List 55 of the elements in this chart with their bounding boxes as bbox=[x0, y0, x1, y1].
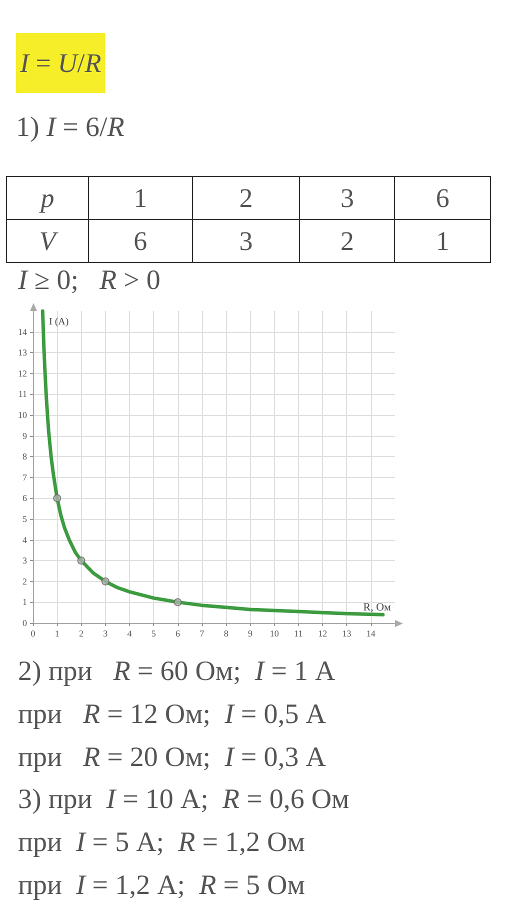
chart-title: I = U/R bbox=[16, 33, 106, 93]
x-tick-label: 13 bbox=[342, 628, 352, 638]
text: 3) при I = 10 А; R = 0,6 Ом bbox=[18, 784, 350, 816]
x-tick-label: 11 bbox=[294, 628, 303, 638]
x-tick-label: 12 bbox=[318, 628, 328, 638]
text: 6 bbox=[88, 220, 192, 262]
y-axis-title: I (A) bbox=[49, 316, 69, 328]
x-axis-title: R, Ом bbox=[363, 602, 392, 614]
point bbox=[77, 556, 86, 565]
x-tick-label: 6 bbox=[176, 628, 181, 638]
text: 1 bbox=[394, 220, 490, 262]
x-tick-label: 7 bbox=[200, 628, 205, 638]
y-tick-label: 4 bbox=[22, 534, 28, 545]
text: при R = 20 Ом; I = 0,3 А bbox=[18, 742, 326, 774]
text: 2) при R = 60 Ом; I = 1 А bbox=[18, 656, 336, 688]
x-tick-label: 0 bbox=[30, 628, 36, 638]
text: p bbox=[40, 182, 54, 212]
x-tick-label: 4 bbox=[127, 628, 132, 638]
x-tick-label: 2 bbox=[79, 628, 84, 638]
y-tick-label: 1 bbox=[22, 597, 27, 608]
text: 1 bbox=[88, 176, 192, 220]
y-tick-label: 5 bbox=[22, 514, 28, 524]
text: 2 bbox=[300, 220, 395, 262]
x-tick-label: 1 bbox=[54, 628, 60, 638]
y-tick-label: 0 bbox=[22, 618, 28, 628]
y-tick-label: 11 bbox=[18, 389, 27, 400]
chart-subtitle: 1) I = 6/R bbox=[16, 112, 124, 144]
text: при I = 1,2 А; R = 5 Ом bbox=[18, 870, 305, 902]
y-tick-label: 9 bbox=[22, 430, 28, 441]
point bbox=[174, 598, 182, 606]
text: I ≥ 0; R > 0 bbox=[18, 265, 160, 297]
x-tick-label: 9 bbox=[248, 628, 253, 638]
y-tick-label: 12 bbox=[18, 368, 27, 378]
y-tick-label: 2 bbox=[22, 576, 27, 586]
y-tick-label: 7 bbox=[22, 472, 28, 482]
point bbox=[53, 494, 62, 502]
y-tick-label: 14 bbox=[18, 326, 28, 337]
text: при R = 12 Ом; I = 0,5 А bbox=[18, 699, 326, 731]
x-tick-label: 8 bbox=[224, 628, 229, 638]
y-tick-label: 3 bbox=[22, 556, 28, 566]
x-tick-label: 14 bbox=[366, 628, 376, 638]
x-tick-label: 10 bbox=[270, 628, 280, 638]
y-tick-label: 6 bbox=[22, 493, 28, 504]
text: V bbox=[39, 226, 56, 256]
y-tick-label: 8 bbox=[22, 452, 28, 462]
text: 3 bbox=[300, 176, 395, 220]
text: при I = 5 А; R = 1,2 Ом bbox=[18, 827, 305, 859]
text: 2 bbox=[192, 176, 300, 220]
point bbox=[101, 577, 110, 586]
text: 6 bbox=[394, 176, 490, 220]
text: 3 bbox=[192, 220, 300, 262]
x-tick-label: 3 bbox=[103, 628, 108, 638]
y-tick-label: 13 bbox=[18, 348, 28, 358]
y-tick-label: 10 bbox=[18, 410, 28, 420]
x-tick-label: 5 bbox=[151, 628, 156, 638]
